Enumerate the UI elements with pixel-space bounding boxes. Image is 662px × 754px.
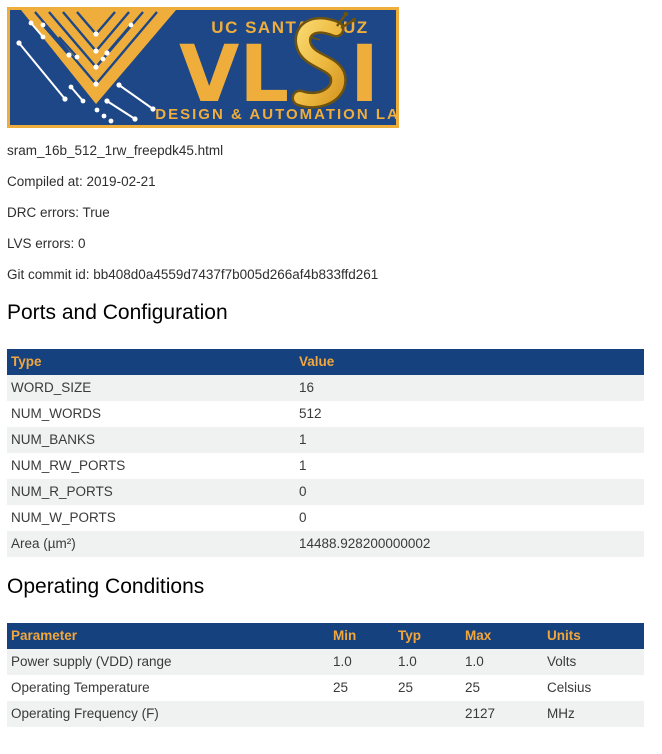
table-cell: 1 — [299, 458, 307, 473]
report-filename: sram_16b_512_1rw_freepdk45.html — [7, 143, 224, 158]
column-header: Typ — [394, 623, 461, 649]
column-header: Units — [543, 623, 644, 649]
table-row: NUM_W_PORTS 0 — [7, 505, 644, 531]
table-cell: 0 — [299, 484, 307, 499]
vlsi-lab-logo: UC SANTA CRUZ VL I DESIGN & AUTOMATION L… — [7, 7, 399, 128]
section-title-ports: Ports and Configuration — [7, 301, 228, 324]
table-cell: Power supply (VDD) range — [11, 654, 172, 669]
table-cell: 1 — [299, 432, 307, 447]
banana-slug-s-icon — [291, 11, 357, 109]
table-row: Power supply (VDD) range 1.0 1.0 1.0 Volts — [7, 649, 644, 675]
table-header-row: Parameter Min Typ Max Units — [7, 623, 644, 649]
table-cell: WORD_SIZE — [11, 380, 92, 395]
table-cell: Operating Temperature — [11, 680, 150, 695]
table-cell: NUM_W_PORTS — [11, 510, 116, 525]
table-cell: 0 — [299, 510, 307, 525]
table-row: Operating Temperature 25 25 25 Celsius — [7, 675, 644, 701]
table-cell — [394, 701, 461, 727]
section-title-operating: Operating Conditions — [7, 575, 205, 598]
table-row: Operating Frequency (F) 2127 MHz — [7, 701, 644, 727]
table-cell: NUM_BANKS — [11, 432, 96, 447]
lvs-errors-line: LVS errors: 0 — [7, 236, 86, 251]
table-row: NUM_R_PORTS 0 — [7, 479, 644, 505]
table-cell: 512 — [299, 406, 322, 421]
table-cell: NUM_WORDS — [11, 406, 101, 421]
table-cell: NUM_RW_PORTS — [11, 458, 126, 473]
drc-errors-line: DRC errors: True — [7, 205, 110, 220]
table-cell — [329, 701, 394, 727]
column-header: Parameter — [7, 623, 329, 649]
vlsi-letters-vl: VL — [179, 30, 289, 120]
operating-conditions-table: Parameter Min Typ Max Units Power supply (VD… — [7, 623, 644, 727]
table-cell: 14488.928200000002 — [299, 536, 431, 551]
table-cell: 1.0 — [465, 654, 484, 669]
column-header: Max — [461, 623, 543, 649]
table-row: NUM_BANKS 1 — [7, 427, 644, 453]
table-cell: Volts — [547, 654, 577, 669]
circuit-triangle-graphic — [16, 10, 176, 124]
logo-lab-name: DESIGN & AUTOMATION LAB — [155, 106, 399, 123]
vlsi-letter-i: I — [350, 30, 379, 120]
table-cell: 25 — [465, 680, 481, 695]
table-row: NUM_WORDS 512 — [7, 401, 644, 427]
column-header: Value — [295, 349, 644, 375]
table-cell: 1.0 — [333, 654, 352, 669]
column-header: Type — [7, 349, 295, 375]
table-row: WORD_SIZE 16 — [7, 375, 644, 401]
table-row: NUM_RW_PORTS 1 — [7, 453, 644, 479]
table-cell: 16 — [299, 380, 315, 395]
table-cell: MHz — [547, 706, 575, 721]
git-commit-line: Git commit id: bb408d0a4559d7437f7b005d2… — [7, 267, 379, 282]
column-header: Min — [329, 623, 394, 649]
table-cell: 25 — [398, 680, 414, 695]
compiled-at-line: Compiled at: 2019-02-21 — [7, 174, 156, 189]
table-header-row: Type Value — [7, 349, 644, 375]
table-cell: NUM_R_PORTS — [11, 484, 113, 499]
table-cell: Celsius — [547, 680, 592, 695]
table-cell: 25 — [333, 680, 349, 695]
ports-config-table: Type Value WORD_SIZE 16 NUM_WORDS 512 NUM_BAN… — [7, 349, 644, 557]
table-cell: 1.0 — [398, 654, 417, 669]
table-cell: Area (µm²) — [11, 536, 76, 551]
table-cell: Operating Frequency (F) — [11, 706, 159, 721]
table-row: Area (µm²) 14488.928200000002 — [7, 531, 644, 557]
table-cell: 2127 — [465, 706, 496, 721]
